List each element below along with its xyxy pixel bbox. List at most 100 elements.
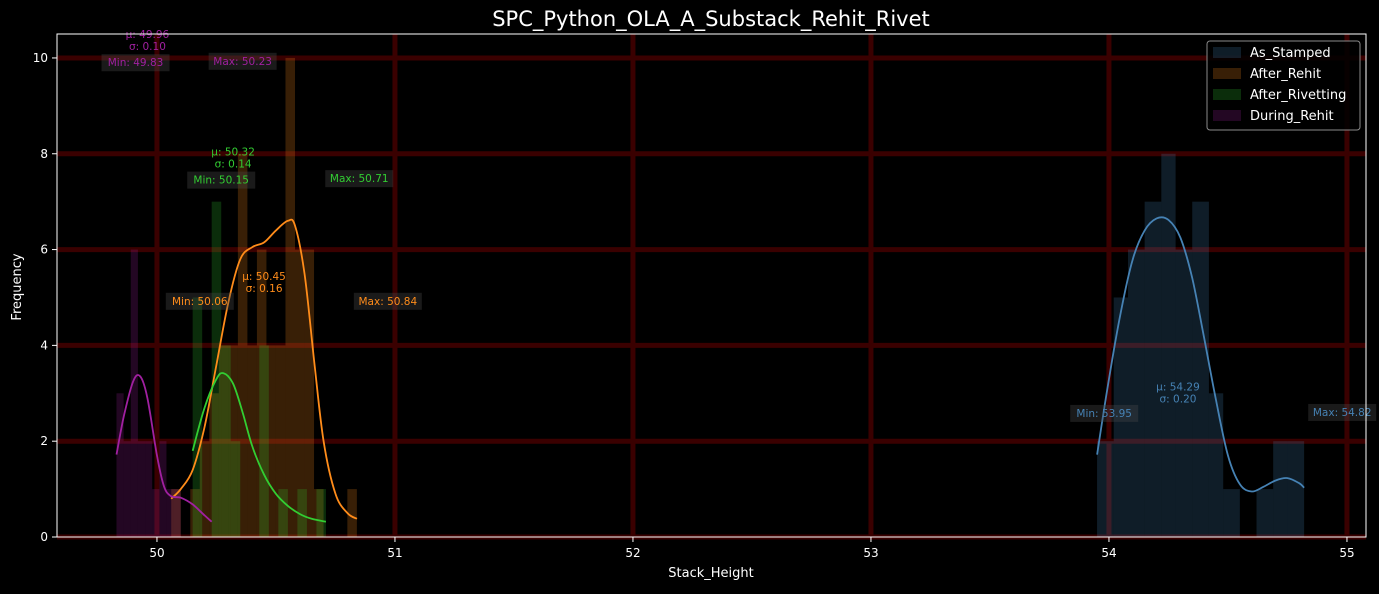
kde-curve bbox=[191, 372, 327, 523]
std-annotation: σ: 0.10 bbox=[129, 41, 166, 53]
std-annotation: σ: 0.16 bbox=[246, 283, 283, 295]
histogram-bar bbox=[116, 393, 124, 537]
min-annotation: Min: 53.95 bbox=[1076, 408, 1132, 420]
max-annotation: Max: 54.82 bbox=[1313, 407, 1372, 419]
legend: As_Stamped After_Rehit After_Rivetting Duri… bbox=[1206, 40, 1361, 131]
histogram-bar bbox=[1144, 201, 1162, 537]
min-annotation-box bbox=[1070, 404, 1139, 422]
max-annotation: Max: 50.23 bbox=[213, 56, 272, 68]
histogram-bar bbox=[228, 345, 238, 537]
legend-label: After_Rivetting bbox=[1250, 88, 1346, 103]
x-tick-label: 50 bbox=[149, 546, 164, 560]
min-annotation-box bbox=[101, 54, 170, 72]
legend-label: After_Rehit bbox=[1250, 67, 1321, 82]
histogram-bar bbox=[173, 489, 181, 537]
max-annotation-box bbox=[208, 52, 277, 70]
histogram-bar bbox=[1208, 393, 1224, 537]
y-tick-label: 8 bbox=[40, 147, 48, 161]
chart-title: SPC_Python_OLA_A_Substack_Rehit_Rivet bbox=[492, 7, 930, 32]
kde-layer bbox=[115, 216, 1305, 523]
histogram-bar bbox=[1273, 441, 1288, 537]
y-tick-label: 6 bbox=[40, 243, 48, 257]
histogram-bar bbox=[130, 249, 138, 538]
legend-frame bbox=[1206, 40, 1361, 131]
min-annotation: Min: 49.83 bbox=[108, 57, 164, 69]
histogram-bar bbox=[1175, 249, 1193, 538]
y-tick-label: 4 bbox=[40, 338, 48, 352]
histogram-bar bbox=[314, 489, 324, 537]
x-tick-label: 52 bbox=[625, 546, 640, 560]
legend-swatch bbox=[1213, 89, 1241, 100]
kde-curve bbox=[170, 218, 358, 520]
histogram-bar bbox=[247, 345, 257, 537]
kde-curve bbox=[115, 374, 213, 523]
histogram-bar bbox=[285, 57, 295, 537]
max-annotation: Max: 50.71 bbox=[330, 173, 389, 185]
histogram-bar bbox=[256, 249, 267, 538]
legend-swatch bbox=[1213, 68, 1241, 79]
std-annotation: σ: 0.20 bbox=[1160, 393, 1197, 405]
histogram-bar bbox=[1287, 441, 1305, 537]
histogram-bar bbox=[123, 441, 131, 537]
x-tick-label: 55 bbox=[1339, 546, 1354, 560]
histogram-bar bbox=[137, 441, 146, 537]
std-annotation: σ: 0.14 bbox=[215, 159, 252, 171]
plot-frame bbox=[56, 33, 1367, 538]
max-annotation-box bbox=[325, 170, 394, 188]
legend-swatch bbox=[1213, 47, 1241, 58]
y-tick-label: 10 bbox=[33, 51, 48, 65]
legend-label: During_Rehit bbox=[1250, 109, 1334, 124]
histogram-bar bbox=[221, 345, 231, 537]
x-tick-label: 51 bbox=[387, 546, 402, 560]
histogram-bar bbox=[275, 345, 286, 537]
histogram-bar bbox=[209, 393, 219, 537]
histogram-bar bbox=[192, 297, 203, 537]
histogram-bar bbox=[199, 441, 210, 537]
kde-curve bbox=[1096, 216, 1305, 493]
mean-annotation: μ: 54.29 bbox=[1156, 381, 1200, 393]
y-tick-label: 2 bbox=[40, 434, 48, 448]
histogram-bar bbox=[304, 249, 315, 538]
histogram-bar bbox=[266, 345, 276, 537]
histogram-bar bbox=[1128, 249, 1145, 538]
histogram-bar bbox=[166, 489, 174, 537]
max-annotation: Max: 50.84 bbox=[358, 296, 417, 308]
x-tick-label: 54 bbox=[1101, 546, 1116, 560]
histogram-bar bbox=[347, 489, 357, 537]
histogram-bar bbox=[316, 489, 326, 537]
histogram-bar bbox=[278, 489, 288, 537]
min-annotation-box bbox=[187, 171, 256, 189]
x-tick-label: 53 bbox=[863, 546, 878, 560]
histogram-bar bbox=[218, 345, 229, 537]
histogram-bar bbox=[230, 441, 241, 537]
histogram-bar bbox=[1161, 153, 1176, 537]
legend-swatch bbox=[1213, 110, 1241, 121]
histogram-bar bbox=[1113, 297, 1128, 537]
min-annotation: Min: 50.15 bbox=[193, 175, 249, 187]
min-annotation: Min: 50.06 bbox=[172, 296, 228, 308]
legend-label: As_Stamped bbox=[1250, 46, 1331, 61]
histogram-bar bbox=[1192, 201, 1209, 537]
mean-annotation: μ: 50.45 bbox=[242, 271, 286, 283]
annotation-layer: μ: 54.29σ: 0.20 Min: 53.95 Max: 54.82 μ: 50… bbox=[101, 29, 1377, 422]
histogram-bar bbox=[295, 249, 305, 538]
min-annotation-box bbox=[165, 292, 234, 310]
histogram-bar bbox=[152, 489, 160, 537]
axis-layer: 50 51 52 53 54 55 0 2 4 6 8 10 bbox=[33, 51, 1355, 560]
y-tick-label: 0 bbox=[40, 530, 48, 544]
histogram-bar bbox=[237, 153, 248, 537]
histogram-bar bbox=[1223, 489, 1240, 537]
histogram-bar bbox=[190, 489, 200, 537]
histogram-bar bbox=[297, 489, 307, 537]
mean-annotation: μ: 50.32 bbox=[211, 147, 255, 159]
histogram-bar bbox=[171, 489, 181, 537]
histogram-bar bbox=[259, 345, 269, 537]
x-axis-label: Stack_Height bbox=[668, 566, 753, 581]
histogram-bar bbox=[145, 441, 153, 537]
histogram-bar bbox=[1256, 489, 1274, 537]
mean-annotation: μ: 49.96 bbox=[126, 29, 170, 41]
histogram-bar bbox=[159, 441, 167, 537]
y-axis-label: Frequency bbox=[10, 253, 25, 320]
